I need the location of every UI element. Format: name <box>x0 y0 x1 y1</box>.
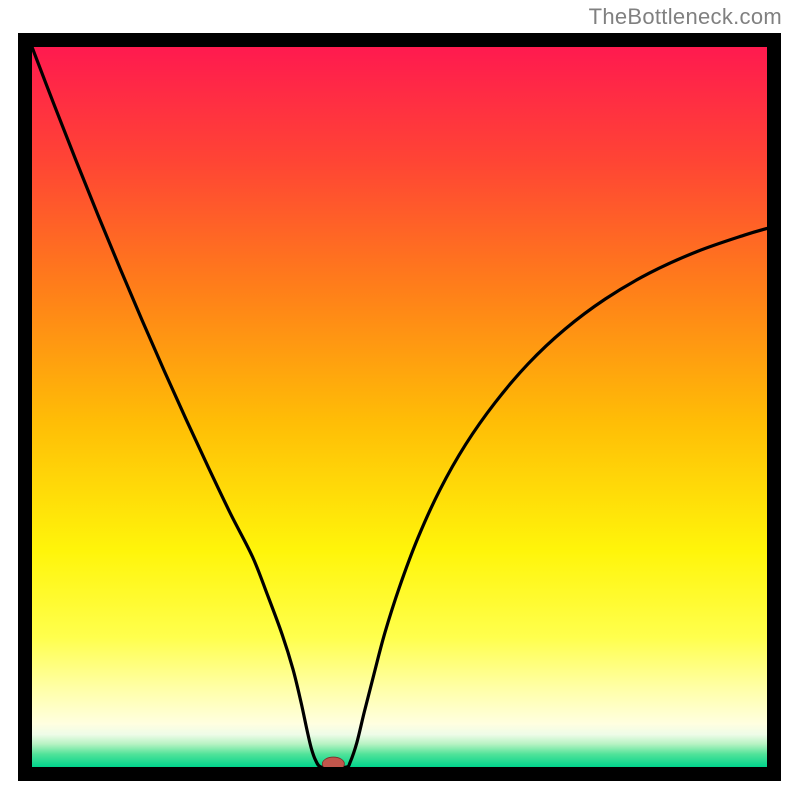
plot-svg <box>0 0 800 800</box>
plot-area-group <box>25 40 774 774</box>
bottleneck-chart-figure: TheBottleneck.com <box>0 0 800 800</box>
gradient-background <box>32 47 767 767</box>
